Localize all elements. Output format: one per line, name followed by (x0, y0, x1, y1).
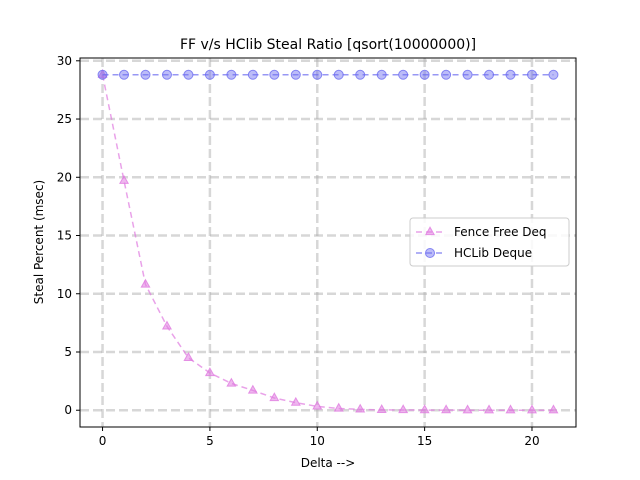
data-point-1-15 (419, 69, 430, 80)
legend-entry-1: HCLib Deque (416, 246, 532, 260)
data-point-1-14 (398, 69, 409, 80)
data-point-1-9 (290, 69, 301, 80)
data-point-1-21 (548, 69, 559, 80)
x-axis-label: Delta --> (301, 456, 356, 470)
x-tick-label-0: 0 (99, 434, 107, 448)
data-point-0-14 (398, 404, 409, 414)
data-point-0-15 (419, 404, 430, 414)
series-line-0 (101, 74, 554, 411)
data-point-0-7 (247, 384, 258, 394)
y-tick-label-5: 25 (57, 112, 72, 126)
data-point-0-1 (118, 174, 130, 184)
data-point-1-12 (355, 69, 366, 80)
legend: Fence Free Deq HCLib Deque (409, 217, 570, 267)
data-point-0-3 (161, 320, 172, 330)
data-point-0-21 (548, 404, 559, 414)
data-point-1-10 (312, 69, 323, 80)
data-point-1-6 (226, 69, 237, 80)
legend-label-0: Fence Free Deq (454, 225, 547, 239)
data-point-1-18 (484, 69, 495, 80)
data-point-0-12 (355, 403, 366, 413)
plot-frame (79, 57, 577, 428)
series-1 (97, 69, 559, 80)
data-point-1-17 (462, 69, 473, 80)
data-point-0-17 (462, 404, 473, 414)
legend-marker-0 (424, 226, 436, 236)
data-point-0-8 (269, 392, 280, 402)
data-point-1-3 (161, 69, 172, 80)
y-tick-label-4: 20 (57, 170, 72, 184)
y-axis-label: Steal Percent (msec) (32, 180, 46, 304)
y-tick-label-3: 15 (57, 229, 72, 243)
data-point-1-0 (97, 69, 108, 80)
data-point-1-4 (183, 69, 194, 80)
data-point-1-16 (441, 69, 452, 80)
legend-box (409, 217, 570, 267)
x-tick-label-4: 20 (524, 434, 539, 448)
x-tick-label-2: 10 (310, 434, 325, 448)
data-point-1-2 (140, 69, 151, 80)
data-point-1-19 (505, 69, 516, 80)
data-point-0-6 (226, 377, 237, 387)
data-point-1-7 (247, 69, 258, 80)
data-point-1-11 (333, 69, 344, 80)
data-point-0-11 (333, 402, 344, 412)
data-point-0-16 (441, 404, 452, 414)
ticks: 0 5 10 15 20 0 5 10 15 20 25 30 (57, 54, 540, 448)
legend-entry-0: Fence Free Deq (416, 225, 547, 239)
data-point-0-13 (376, 404, 387, 414)
data-point-1-8 (269, 69, 280, 80)
y-tick-label-1: 5 (64, 345, 72, 359)
data-point-0-4 (183, 351, 194, 361)
y-tick-label-0: 0 (64, 403, 72, 417)
data-point-1-13 (376, 69, 387, 80)
data-point-1-1 (119, 69, 130, 80)
data-point-1-5 (204, 69, 215, 80)
legend-label-1: HCLib Deque (454, 246, 532, 260)
series-layer (97, 68, 559, 414)
x-tick-label-1: 5 (206, 434, 214, 448)
data-point-0-5 (204, 367, 215, 377)
series-0 (97, 68, 559, 414)
data-point-0-9 (290, 396, 301, 406)
data-point-0-20 (526, 404, 538, 414)
data-point-0-10 (312, 400, 323, 410)
data-point-0-18 (484, 404, 495, 414)
data-point-0-0 (97, 68, 108, 78)
data-point-0-19 (505, 404, 516, 414)
data-point-1-20 (526, 69, 537, 80)
chart-title: FF v/s HClib Steal Ratio [qsort(10000000… (180, 37, 476, 53)
y-tick-label-6: 30 (57, 54, 72, 68)
y-tick-label-2: 10 (57, 287, 72, 301)
data-point-0-2 (140, 278, 151, 288)
x-tick-label-3: 15 (417, 434, 432, 448)
legend-marker-1 (425, 248, 435, 258)
